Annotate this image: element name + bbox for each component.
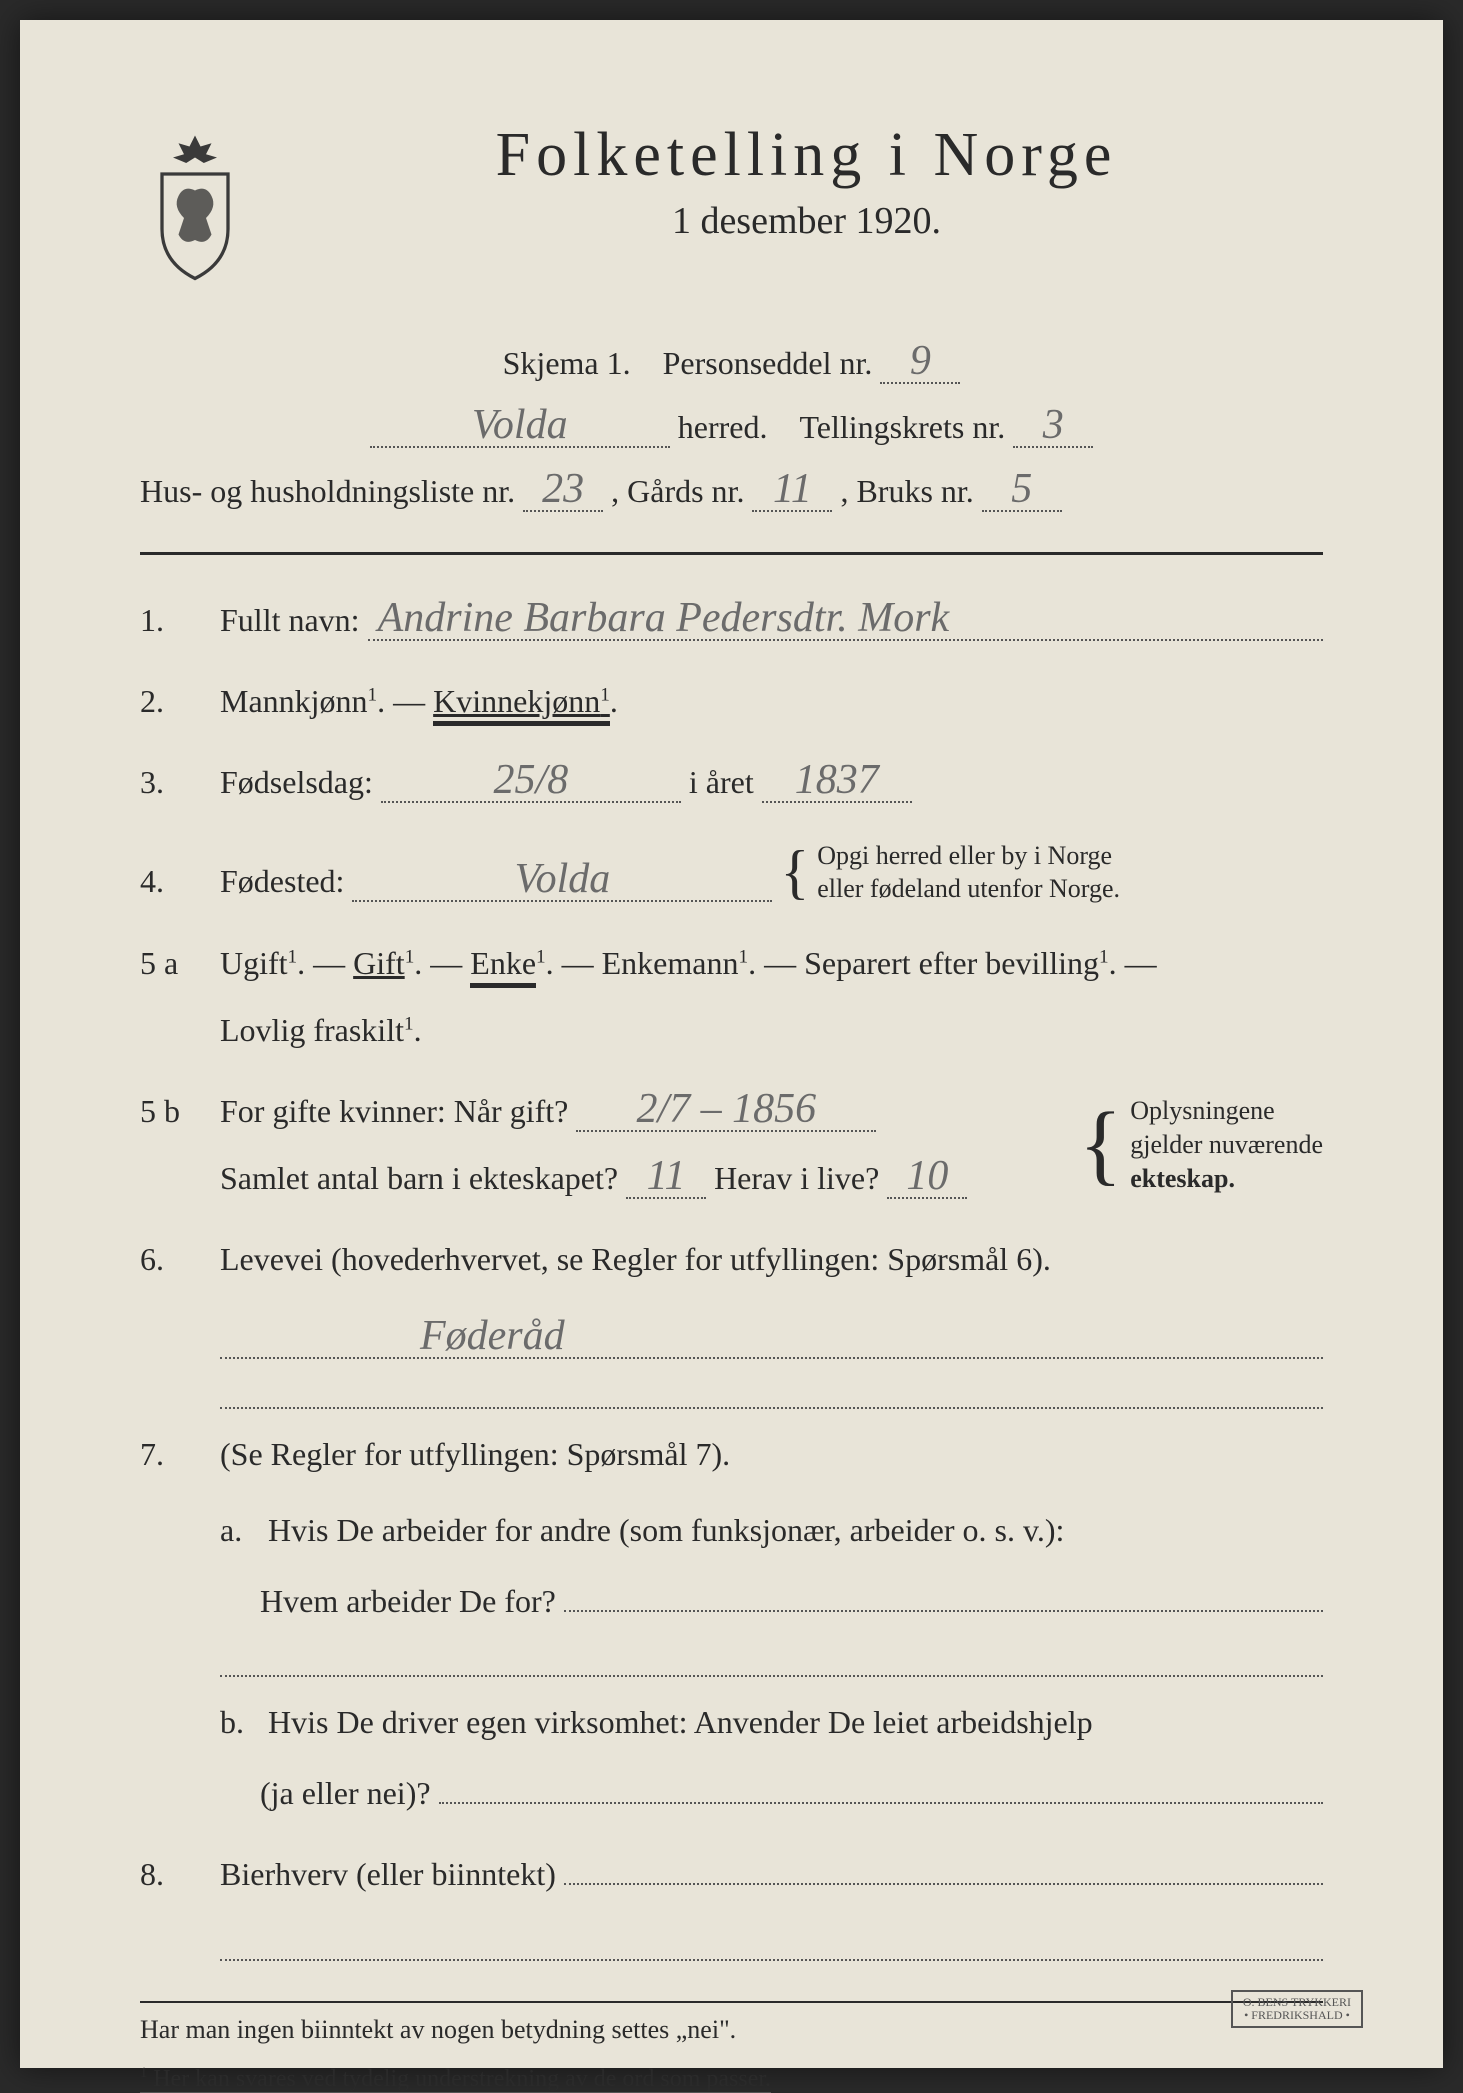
coat-of-arms-icon bbox=[140, 130, 250, 280]
q7b-value bbox=[439, 1802, 1323, 1804]
q5b-label3: Herav i live? bbox=[714, 1153, 879, 1204]
q7a-line2: Hvem arbeider De for? bbox=[260, 1576, 556, 1627]
blank-line bbox=[220, 1379, 1323, 1409]
q8-value bbox=[564, 1883, 1323, 1885]
main-title: Folketelling i Norge bbox=[290, 120, 1323, 191]
q6: 6. Levevei (hovederhvervet, se Regler fo… bbox=[140, 1234, 1323, 1285]
brace-icon: { bbox=[780, 854, 809, 890]
q1-label: Fullt navn: bbox=[220, 595, 360, 646]
q7b-letter: b. bbox=[220, 1697, 260, 1748]
q3-year-label: i året bbox=[689, 757, 754, 808]
meta-line-1: Skjema 1. Personseddel nr. 9 bbox=[140, 340, 1323, 384]
q5b-value3: 10 bbox=[887, 1155, 967, 1199]
herred-label: herred. bbox=[678, 409, 768, 446]
q5a: 5 a Ugift1. — Gift1. — Enke1. — Enkemann… bbox=[140, 938, 1323, 1056]
q5b-value1: 2/7 – 1856 bbox=[576, 1088, 876, 1132]
gards-value: 11 bbox=[752, 468, 832, 512]
q3-num: 3. bbox=[140, 757, 200, 808]
q7: 7. (Se Regler for utfyllingen: Spørsmål … bbox=[140, 1429, 1323, 1819]
husliste-label: Hus- og husholdningsliste nr. bbox=[140, 473, 515, 510]
q7a-value bbox=[564, 1610, 1323, 1612]
blank-line bbox=[220, 1647, 1323, 1677]
q2-kvinne: Kvinnekjønn1 bbox=[433, 683, 610, 726]
blank-line bbox=[220, 1931, 1323, 1961]
meta-line-2: Volda herred. Tellingskrets nr. 3 bbox=[140, 404, 1323, 448]
census-form-page: Folketelling i Norge 1 desember 1920. Sk… bbox=[20, 20, 1443, 2068]
q4-note: Opgi herred eller by i Norge eller fødel… bbox=[817, 839, 1120, 907]
bruks-value: 5 bbox=[982, 468, 1062, 512]
q6-label: Levevei (hovederhvervet, se Regler for u… bbox=[220, 1241, 1051, 1277]
q5a-num: 5 a bbox=[140, 938, 200, 989]
q8-num: 8. bbox=[140, 1849, 200, 1900]
q7-label: (Se Regler for utfyllingen: Spørsmål 7). bbox=[220, 1429, 1323, 1480]
q4-value: Volda bbox=[352, 858, 772, 902]
q6-answer-line: Føderåd bbox=[220, 1315, 1323, 1359]
footer-note-1: Har man ingen biinntekt av nogen betydni… bbox=[140, 2001, 1323, 2045]
q2-num: 2. bbox=[140, 676, 200, 727]
footer-note-2: 1 Her kan svares ved tydelig understrekn… bbox=[140, 2065, 1323, 2093]
q6-value: Føderåd bbox=[220, 1315, 1323, 1359]
tellingskrets-value: 3 bbox=[1013, 404, 1093, 448]
q2-mann: Mannkjønn bbox=[220, 683, 368, 719]
q7a-letter: a. bbox=[220, 1505, 260, 1556]
header: Folketelling i Norge 1 desember 1920. bbox=[140, 120, 1323, 280]
q2: 2. Mannkjønn1. — Kvinnekjønn1. bbox=[140, 676, 1323, 727]
q5b-value2: 11 bbox=[626, 1155, 706, 1199]
q7a-line1: Hvis De arbeider for andre (som funksjon… bbox=[268, 1512, 1064, 1548]
q8-label: Bierhverv (eller biinntekt) bbox=[220, 1849, 556, 1900]
subtitle: 1 desember 1920. bbox=[290, 199, 1323, 243]
q5b-num: 5 b bbox=[140, 1086, 200, 1137]
q7b-line1: Hvis De driver egen virksomhet: Anvender… bbox=[268, 1704, 1093, 1740]
q7-num: 7. bbox=[140, 1429, 200, 1480]
meta-section: Skjema 1. Personseddel nr. 9 Volda herre… bbox=[140, 340, 1323, 512]
bruks-label: , Bruks nr. bbox=[840, 473, 973, 510]
questions: 1. Fullt navn: Andrine Barbara Pedersdtr… bbox=[140, 595, 1323, 2093]
personseddel-value: 9 bbox=[880, 340, 960, 384]
q5b-label2: Samlet antal barn i ekteskapet? bbox=[220, 1153, 618, 1204]
skjema-label: Skjema 1. bbox=[503, 345, 631, 382]
q5a-fraskilt: Lovlig fraskilt bbox=[220, 1012, 404, 1048]
q8: 8. Bierhverv (eller biinntekt) bbox=[140, 1849, 1323, 1900]
husliste-value: 23 bbox=[523, 468, 603, 512]
q5a-separert: Separert efter bevilling bbox=[804, 945, 1099, 981]
q4-num: 4. bbox=[140, 856, 200, 907]
gards-label: , Gårds nr. bbox=[611, 473, 744, 510]
q7b-line2: (ja eller nei)? bbox=[260, 1768, 431, 1819]
q4-label: Fødested: bbox=[220, 856, 344, 907]
printer-stamp: O. BENS TRYKKERI • FREDRIKSHALD • bbox=[1231, 1990, 1363, 2028]
divider bbox=[140, 552, 1323, 555]
q5a-ugift: Ugift bbox=[220, 945, 288, 981]
brace-icon: { bbox=[1079, 1118, 1122, 1172]
q3: 3. Fødselsdag: 25/8 i året 1837 bbox=[140, 757, 1323, 808]
q5a-enke: Enke bbox=[470, 945, 536, 988]
q5a-enkemann: Enkemann bbox=[602, 945, 739, 981]
q5b: 5 b For gifte kvinner: Når gift? 2/7 – 1… bbox=[140, 1086, 1323, 1204]
tellingskrets-label: Tellingskrets nr. bbox=[799, 409, 1005, 446]
q4: 4. Fødested: Volda { Opgi herred eller b… bbox=[140, 839, 1323, 908]
q1: 1. Fullt navn: Andrine Barbara Pedersdtr… bbox=[140, 595, 1323, 646]
q5b-label1: For gifte kvinner: Når gift? bbox=[220, 1086, 568, 1137]
q5b-note: Oplysningene gjelder nuværende ekteskap. bbox=[1130, 1094, 1323, 1195]
q1-value: Andrine Barbara Pedersdtr. Mork bbox=[368, 597, 1323, 641]
q6-num: 6. bbox=[140, 1234, 200, 1285]
q1-num: 1. bbox=[140, 595, 200, 646]
personseddel-label: Personseddel nr. bbox=[663, 345, 873, 382]
q5a-gift: Gift bbox=[353, 945, 405, 981]
title-block: Folketelling i Norge 1 desember 1920. bbox=[290, 120, 1323, 243]
herred-value: Volda bbox=[370, 404, 670, 448]
q3-day: 25/8 bbox=[381, 759, 681, 803]
q3-year: 1837 bbox=[762, 759, 912, 803]
meta-line-3: Hus- og husholdningsliste nr. 23 , Gårds… bbox=[140, 468, 1323, 512]
q3-label: Fødselsdag: bbox=[220, 757, 373, 808]
